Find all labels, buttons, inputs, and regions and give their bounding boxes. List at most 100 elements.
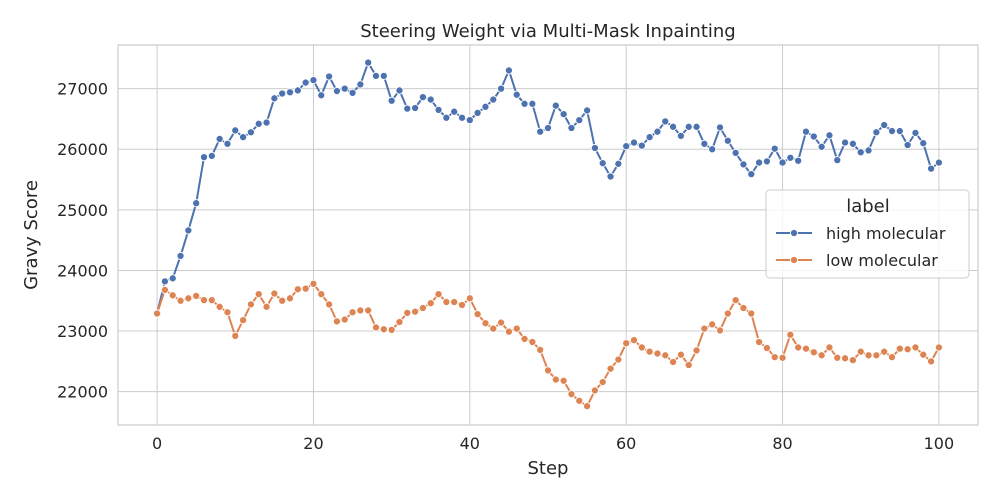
data-point xyxy=(762,157,771,166)
x-axis-label: Step xyxy=(528,458,569,479)
data-point xyxy=(434,105,443,114)
data-point xyxy=(919,139,928,148)
data-point xyxy=(825,131,834,140)
data-point xyxy=(887,353,897,362)
data-point xyxy=(223,139,232,148)
data-point xyxy=(481,102,490,111)
data-point xyxy=(270,94,279,103)
data-point xyxy=(653,349,662,358)
data-point xyxy=(731,148,740,157)
y-tick-label: 22000 xyxy=(57,383,108,402)
data-point xyxy=(684,360,693,370)
data-point xyxy=(512,324,521,333)
x-tick-labels: 0 20 40 60 80 100 xyxy=(152,434,954,453)
data-point xyxy=(332,317,341,326)
data-point xyxy=(747,309,756,318)
data-point xyxy=(903,345,912,354)
x-tick-label: 60 xyxy=(616,434,636,453)
data-point xyxy=(551,375,560,384)
data-point xyxy=(215,302,224,311)
data-point xyxy=(856,148,865,157)
data-point xyxy=(770,353,779,362)
data-point xyxy=(371,323,381,332)
data-point xyxy=(192,291,201,300)
data-point xyxy=(676,350,685,359)
data-point xyxy=(614,355,623,364)
data-point xyxy=(872,128,881,137)
data-point xyxy=(841,354,850,363)
data-point xyxy=(450,297,459,307)
data-point xyxy=(653,127,662,136)
data-point xyxy=(254,119,263,128)
y-axis-label: Gravy Score xyxy=(21,180,42,290)
data-point xyxy=(481,319,490,328)
data-point xyxy=(418,303,427,313)
data-point xyxy=(919,350,928,359)
data-point xyxy=(168,291,177,300)
data-point xyxy=(700,139,709,148)
data-point xyxy=(927,357,936,366)
data-point xyxy=(833,353,842,362)
data-point xyxy=(864,146,873,155)
x-tick-label: 100 xyxy=(924,434,955,453)
data-point xyxy=(497,84,506,93)
y-tick-labels: 22000 23000 24000 25000 26000 27000 xyxy=(57,80,108,402)
data-point xyxy=(309,76,318,85)
data-point xyxy=(364,306,373,315)
data-point xyxy=(403,104,412,113)
data-point xyxy=(239,133,248,142)
data-point xyxy=(723,309,732,318)
data-point xyxy=(356,80,365,89)
data-point xyxy=(246,300,255,309)
data-point xyxy=(364,58,373,67)
data-point xyxy=(684,122,693,131)
data-point xyxy=(629,138,639,147)
series-low-molecular xyxy=(153,279,943,411)
data-point xyxy=(614,159,623,168)
data-point xyxy=(340,315,349,324)
data-point xyxy=(543,366,553,375)
data-point xyxy=(528,99,537,108)
data-point xyxy=(575,116,584,125)
data-point xyxy=(434,290,443,299)
series-layer xyxy=(153,58,943,411)
data-point xyxy=(598,377,607,387)
data-point xyxy=(856,347,865,356)
data-point xyxy=(895,127,904,136)
data-point xyxy=(411,307,420,316)
data-point xyxy=(723,136,732,145)
data-point xyxy=(778,158,787,167)
data-point xyxy=(786,330,795,339)
y-tick-label: 25000 xyxy=(57,201,108,220)
data-point xyxy=(231,126,240,135)
data-point xyxy=(332,87,341,96)
data-point xyxy=(731,296,740,305)
legend-box xyxy=(765,189,970,279)
data-point xyxy=(809,132,818,141)
data-point xyxy=(239,316,248,325)
data-point xyxy=(543,123,553,133)
data-point xyxy=(903,140,912,150)
data-point xyxy=(223,308,232,317)
data-point xyxy=(215,134,224,143)
data-point xyxy=(536,345,545,354)
data-point xyxy=(395,317,404,327)
data-point xyxy=(809,348,818,357)
data-point xyxy=(160,285,169,294)
data-point xyxy=(583,106,592,115)
data-point xyxy=(911,343,920,352)
data-point xyxy=(934,158,943,167)
data-point xyxy=(426,95,435,104)
data-point xyxy=(426,299,435,308)
series-high-molecular xyxy=(153,58,943,318)
data-point xyxy=(872,351,881,360)
y-tick-label: 26000 xyxy=(57,140,108,159)
data-point xyxy=(442,113,451,122)
legend: label high molecular low molecular xyxy=(765,189,970,279)
data-point xyxy=(880,120,889,130)
data-point xyxy=(489,324,498,333)
data-point xyxy=(833,156,842,165)
data-point xyxy=(590,143,599,153)
legend-item: high molecular xyxy=(776,224,946,243)
